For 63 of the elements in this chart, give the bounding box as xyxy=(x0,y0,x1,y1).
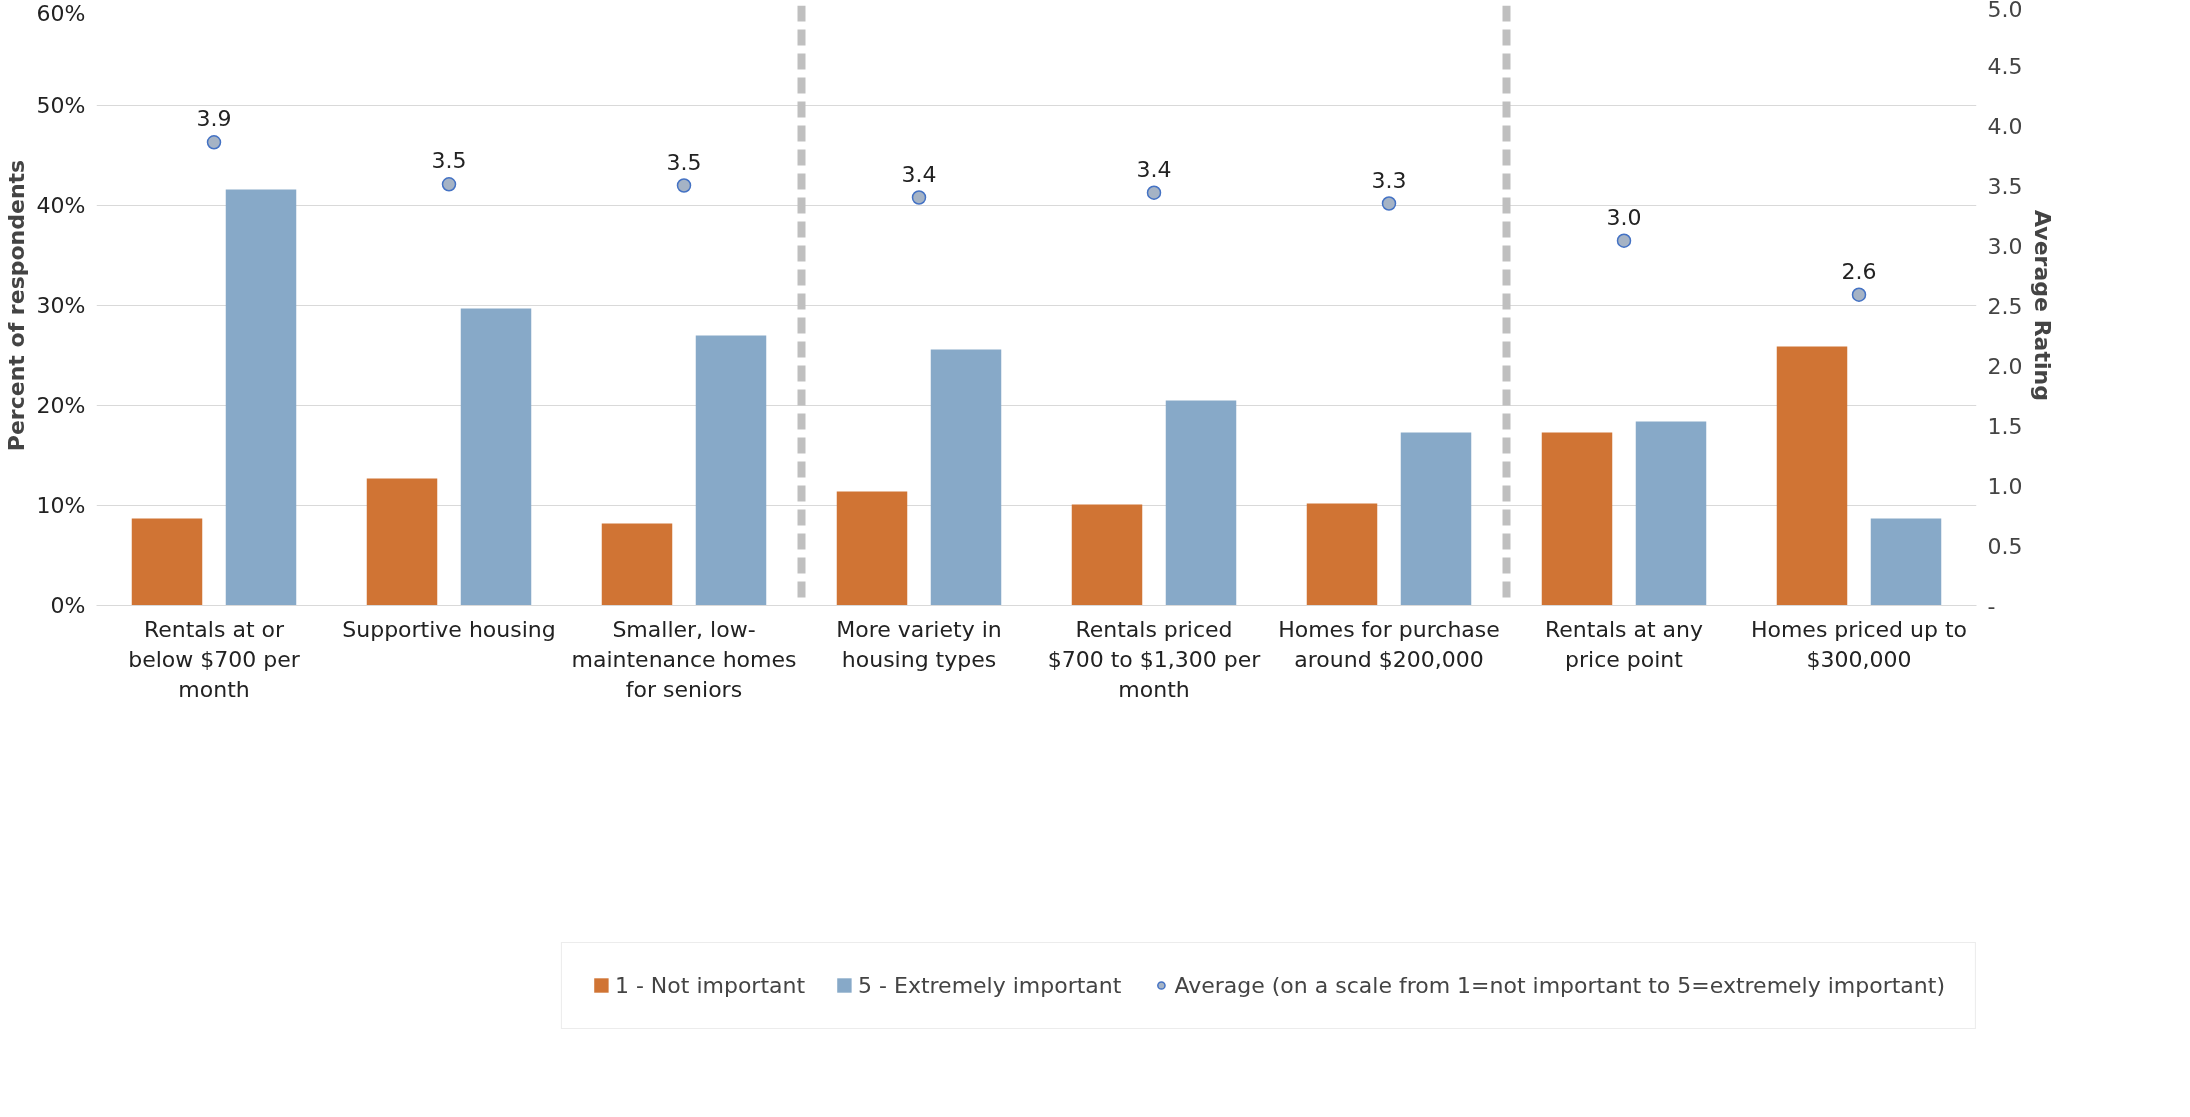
point xyxy=(206,135,222,150)
y2-tick-label: 1.0 xyxy=(1987,473,2023,499)
point xyxy=(1146,185,1162,200)
y2-tick-label: - xyxy=(1987,593,1996,619)
data-label: 3.5 xyxy=(666,149,702,175)
x-tick-label: Supportive housing xyxy=(342,616,556,642)
data-label: 3.3 xyxy=(1371,167,1407,193)
y-tick-label: 20% xyxy=(36,393,86,418)
y2-tick-label: 3.5 xyxy=(1987,173,2023,199)
x-tick-label: Homes for purchase around $200,000 xyxy=(1278,616,1500,672)
bar xyxy=(1306,503,1378,606)
data-label: 3.4 xyxy=(901,161,937,187)
bar xyxy=(1400,432,1472,606)
bar xyxy=(366,478,438,606)
y2-tick-label: 2.0 xyxy=(1987,353,2023,379)
bar xyxy=(930,349,1002,606)
legend-label: 1 - Not important xyxy=(614,972,806,998)
y2-tick-label: 4.0 xyxy=(1987,113,2023,139)
y2-tick-label: 1.5 xyxy=(1987,413,2023,439)
bar xyxy=(1071,504,1143,606)
y2-axis-title: Average Rating xyxy=(2030,210,2056,401)
bar xyxy=(601,523,673,606)
bar xyxy=(1541,432,1613,606)
point xyxy=(676,178,692,193)
x-tick-label: More variety in housing types xyxy=(836,616,1002,672)
y-tick-label: 30% xyxy=(36,293,86,318)
data-label: 3.0 xyxy=(1606,204,1642,230)
y-axis-title: Percent of respondents xyxy=(3,159,29,452)
data-label: 3.9 xyxy=(196,106,232,132)
legend-label: Average (on a scale from 1=not important to 5=extremely important) xyxy=(1174,972,1945,998)
bar xyxy=(1165,400,1237,606)
point xyxy=(1381,196,1397,211)
legend-label: 5 - Extremely important xyxy=(858,972,1122,998)
point xyxy=(1851,287,1867,302)
x-tick-label: Rentals at any price point xyxy=(1545,616,1703,672)
point xyxy=(1616,233,1632,248)
bar xyxy=(225,189,297,606)
x-tick-label: Rentals priced $700 to $1,300 per month xyxy=(1047,616,1262,702)
bar xyxy=(460,308,532,606)
y2-tick-label: 3.0 xyxy=(1987,233,2023,259)
data-label: 2.6 xyxy=(1841,258,1877,284)
bar xyxy=(1635,421,1707,606)
bar xyxy=(131,518,203,606)
bar xyxy=(1776,346,1848,606)
point xyxy=(911,190,927,205)
x-tick-label: Smaller, low-maintenance homes for seniors xyxy=(571,616,797,702)
y-tick-label: 50% xyxy=(36,93,86,118)
y-tick-label: 60% xyxy=(36,0,86,26)
y-tick-label: 10% xyxy=(36,493,86,518)
y-tick-label: 40% xyxy=(36,193,86,218)
x-tick-label: Homes priced up to $300,000 xyxy=(1750,616,1968,672)
y2-tick-label: 4.5 xyxy=(1987,53,2023,79)
point xyxy=(441,177,457,192)
x-tick-label: Rentals at or below $700 per month xyxy=(128,616,301,702)
y2-tick-label: 2.5 xyxy=(1987,293,2023,319)
data-label: 3.5 xyxy=(431,148,467,174)
data-label: 3.4 xyxy=(1136,156,1172,182)
y2-tick-label: 5.0 xyxy=(1987,0,2023,22)
bar xyxy=(836,491,908,606)
y-tick-label: 0% xyxy=(50,593,86,618)
y2-tick-label: 0.5 xyxy=(1987,533,2023,559)
bar xyxy=(1870,518,1942,606)
bar xyxy=(695,335,767,606)
